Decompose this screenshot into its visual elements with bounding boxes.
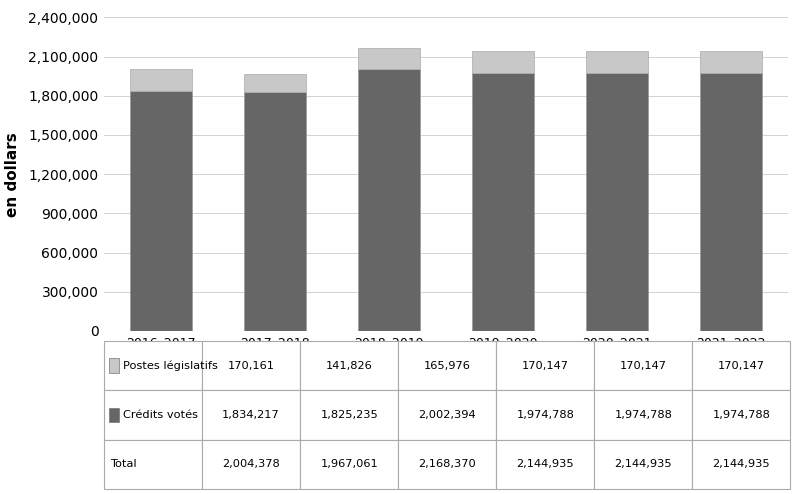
Text: Total: Total bbox=[110, 459, 137, 469]
Text: 1,974,788: 1,974,788 bbox=[713, 410, 770, 420]
Text: Postes législatifs: Postes législatifs bbox=[123, 360, 218, 371]
Bar bbox=[586, 73, 648, 331]
Text: 170,147: 170,147 bbox=[522, 361, 569, 370]
Text: 2,144,935: 2,144,935 bbox=[713, 459, 770, 469]
Bar bbox=[586, 50, 648, 73]
Text: 2,144,935: 2,144,935 bbox=[614, 459, 672, 469]
Text: 1,974,788: 1,974,788 bbox=[516, 410, 574, 420]
Bar bbox=[130, 91, 192, 331]
Text: 170,147: 170,147 bbox=[718, 361, 765, 370]
Text: 1,967,061: 1,967,061 bbox=[320, 459, 378, 469]
Text: 2,144,935: 2,144,935 bbox=[517, 459, 574, 469]
Text: 1,834,217: 1,834,217 bbox=[222, 410, 280, 420]
Y-axis label: en dollars: en dollars bbox=[5, 132, 20, 216]
Text: 170,161: 170,161 bbox=[227, 361, 274, 370]
Bar bbox=[700, 73, 762, 331]
Text: 170,147: 170,147 bbox=[620, 361, 667, 370]
Text: 2,002,394: 2,002,394 bbox=[418, 410, 476, 420]
Bar bbox=[472, 73, 534, 331]
Bar bbox=[358, 69, 420, 331]
Bar bbox=[130, 69, 192, 91]
Bar bbox=[358, 47, 420, 69]
Text: 1,825,235: 1,825,235 bbox=[320, 410, 378, 420]
Text: Crédits votés: Crédits votés bbox=[123, 410, 198, 420]
Text: 1,974,788: 1,974,788 bbox=[614, 410, 672, 420]
Text: 141,826: 141,826 bbox=[326, 361, 373, 370]
Text: 165,976: 165,976 bbox=[424, 361, 470, 370]
Bar bbox=[472, 50, 534, 73]
Text: 2,168,370: 2,168,370 bbox=[418, 459, 476, 469]
Bar bbox=[700, 50, 762, 73]
Bar bbox=[244, 74, 306, 92]
Bar bbox=[244, 92, 306, 331]
Text: 2,004,378: 2,004,378 bbox=[222, 459, 280, 469]
